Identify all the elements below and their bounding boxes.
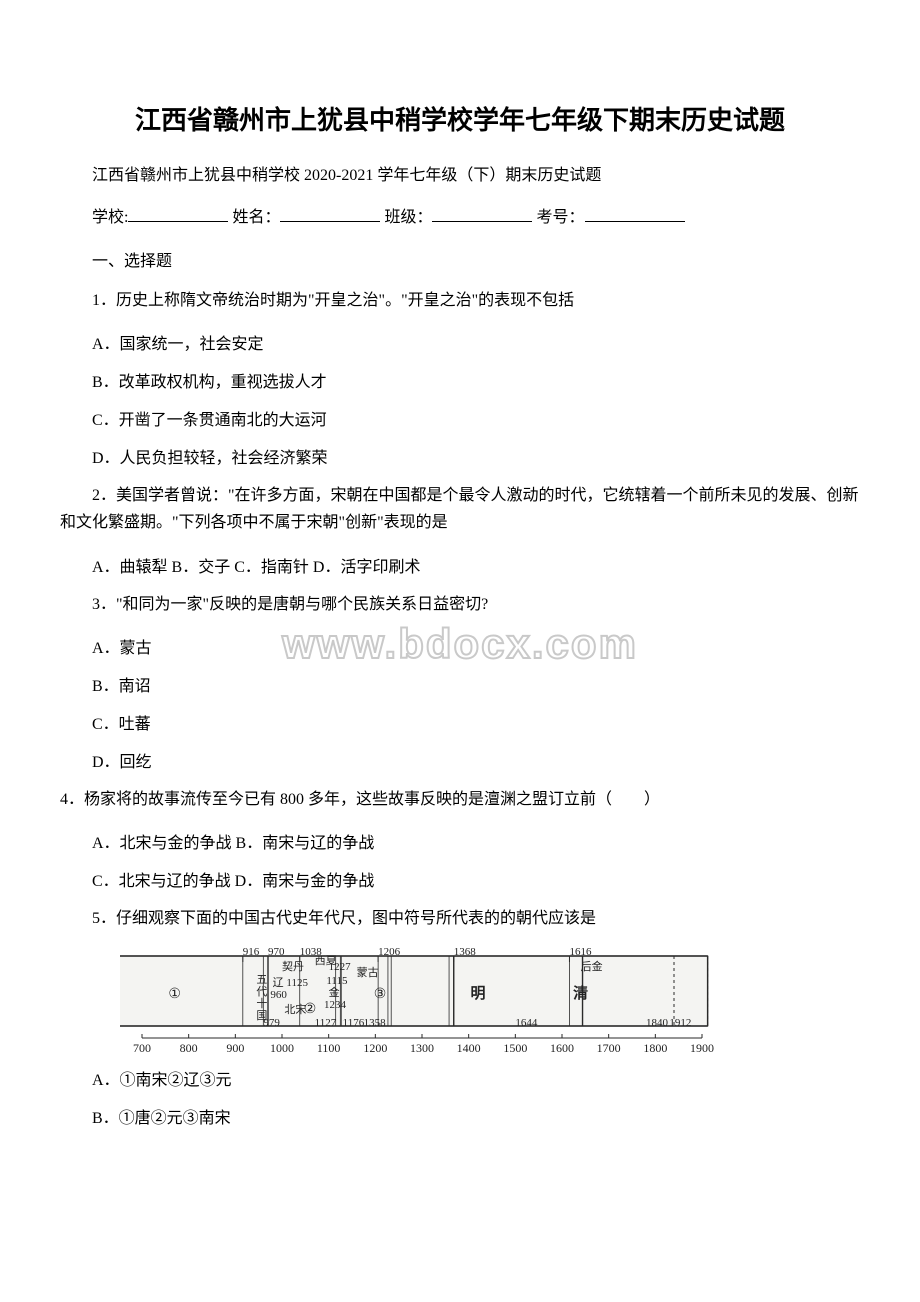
- svg-text:1800: 1800: [643, 1041, 667, 1055]
- svg-text:1000: 1000: [270, 1041, 294, 1055]
- svg-text:辽 1125: 辽 1125: [273, 976, 309, 989]
- svg-text:960: 960: [270, 989, 287, 1001]
- page-title: 江西省赣州市上犹县中稍学校学年七年级下期末历史试题: [60, 100, 860, 137]
- examno-label: 考号：: [536, 209, 584, 226]
- svg-text:1644: 1644: [515, 1017, 538, 1029]
- name-blank[interactable]: [280, 206, 380, 222]
- q5-stem: 5．仔细观察下面的中国古代史年代尺，图中符号所代表的的朝代应该是: [60, 905, 860, 932]
- svg-text:1912: 1912: [669, 1017, 691, 1029]
- q3-option-b: B．南诏: [60, 672, 860, 696]
- svg-text:1300: 1300: [410, 1041, 434, 1055]
- svg-text:蒙古: 蒙古: [357, 966, 379, 979]
- svg-text:十: 十: [256, 996, 267, 1010]
- svg-text:明: 明: [470, 985, 485, 1002]
- timeline-chart: 6189709161038120613681616契丹西夏1227蒙古后金五代十…: [120, 948, 860, 1058]
- q1-option-a: A．国家统一，社会安定: [60, 330, 860, 354]
- svg-text:1600: 1600: [550, 1041, 574, 1055]
- q5-option-b: B．①唐②元③南宋: [60, 1104, 860, 1128]
- q1-option-b: B．改革政权机构，重视选拔人才: [60, 368, 860, 392]
- svg-text:1616: 1616: [569, 948, 592, 958]
- svg-text:1700: 1700: [597, 1041, 621, 1055]
- student-info-line: 学校: 姓名： 班级： 考号：: [60, 203, 860, 227]
- q3-option-a: A．蒙古: [60, 634, 860, 658]
- svg-text:1358: 1358: [364, 1017, 387, 1029]
- svg-text:916: 916: [243, 948, 260, 958]
- svg-text:979: 979: [263, 1017, 280, 1029]
- q1-stem: 1．历史上称隋文帝统治时期为"开皇之治"。"开皇之治"的表现不包括: [60, 287, 860, 314]
- q5-option-a: A．①南宋②辽③元: [60, 1066, 860, 1090]
- examno-blank[interactable]: [585, 206, 685, 222]
- section-1-heading: 一、选择题: [60, 247, 860, 271]
- subtitle: 江西省赣州市上犹县中稍学校 2020-2021 学年七年级（下）期末历史试题: [60, 161, 860, 185]
- svg-text:1227: 1227: [329, 961, 352, 973]
- svg-text:1368: 1368: [454, 948, 477, 958]
- q3-stem: 3．"和同为一家"反映的是唐朝与哪个民族关系日益密切?: [60, 591, 860, 618]
- svg-text:1200: 1200: [363, 1041, 387, 1055]
- svg-text:②: ②: [304, 1002, 317, 1017]
- svg-text:1840: 1840: [646, 1017, 669, 1029]
- q4-stem: 4．杨家将的故事流传至今已有 800 多年，这些故事反映的是澶渊之盟订立前（ ）: [60, 786, 860, 813]
- svg-text:1900: 1900: [690, 1041, 714, 1055]
- q1-option-c: C．开凿了一条贯通南北的大运河: [60, 406, 860, 430]
- svg-text:900: 900: [226, 1041, 244, 1055]
- class-blank[interactable]: [432, 206, 532, 222]
- q3-option-c: C．吐蕃: [60, 710, 860, 734]
- svg-text:③: ③: [374, 987, 387, 1002]
- name-label: 姓名：: [232, 209, 280, 226]
- school-blank[interactable]: [128, 206, 228, 222]
- svg-text:金: 金: [329, 985, 340, 999]
- svg-text:清: 清: [573, 984, 588, 1002]
- q1-option-d: D．人民负担较轻，社会经济繁荣: [60, 444, 860, 468]
- q3-option-d: D．回纥: [60, 748, 860, 772]
- svg-text:契丹: 契丹: [282, 959, 304, 973]
- q4-options-line2: C．北宋与辽的争战 D．南宋与金的争战: [60, 867, 860, 891]
- svg-text:1176: 1176: [343, 1017, 365, 1029]
- svg-text:1234: 1234: [324, 999, 347, 1011]
- svg-text:五: 五: [256, 974, 267, 986]
- svg-text:代: 代: [256, 985, 267, 998]
- class-label: 班级：: [384, 209, 432, 226]
- svg-text:800: 800: [180, 1041, 198, 1055]
- q2-stem: 2．美国学者曾说："在许多方面，宋朝在中国都是个最令人激动的时代，它统辖着一个前…: [60, 482, 860, 536]
- svg-text:1206: 1206: [378, 948, 401, 958]
- q2-options: A．曲辕犁 B．交子 C．指南针 D．活字印刷术: [60, 553, 860, 577]
- svg-text:970: 970: [268, 948, 285, 958]
- school-label: 学校:: [92, 209, 128, 226]
- svg-text:1127: 1127: [315, 1017, 337, 1029]
- svg-text:1100: 1100: [317, 1041, 341, 1055]
- svg-text:1115: 1115: [326, 975, 348, 987]
- svg-text:后金: 后金: [581, 959, 603, 973]
- q4-options-line1: A．北宋与金的争战 B．南宋与辽的争战: [60, 829, 860, 853]
- svg-text:1500: 1500: [503, 1041, 527, 1055]
- svg-text:700: 700: [133, 1041, 151, 1055]
- svg-text:1400: 1400: [457, 1041, 481, 1055]
- svg-text:①: ①: [168, 987, 181, 1002]
